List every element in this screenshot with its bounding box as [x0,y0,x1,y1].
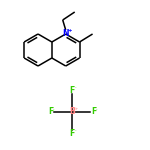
Text: -: - [75,129,76,132]
Text: F: F [69,129,75,138]
Text: F: F [48,108,53,117]
Text: F: F [69,86,75,95]
Text: F: F [91,108,96,117]
Text: B: B [69,108,75,117]
Text: N: N [62,30,69,39]
Text: -: - [53,107,55,111]
Text: -: - [96,107,98,111]
Text: 3+: 3+ [73,106,79,111]
Text: -: - [75,85,76,90]
Text: +: + [67,28,72,33]
